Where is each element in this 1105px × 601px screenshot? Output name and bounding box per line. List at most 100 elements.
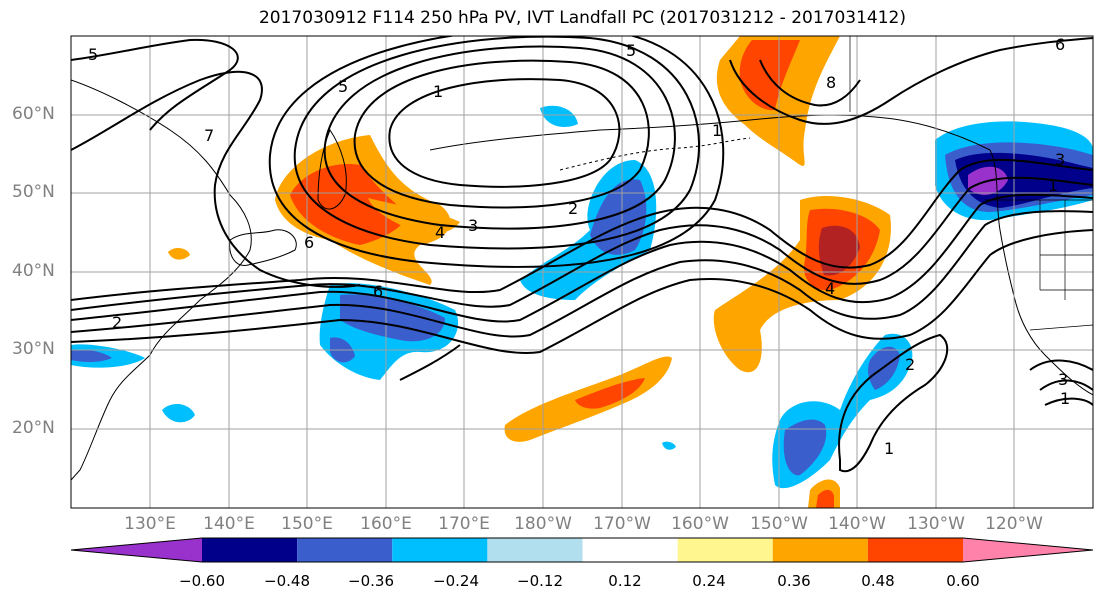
map-frame xyxy=(70,35,1094,509)
borders xyxy=(849,36,1093,331)
pv-contour-alaska-inner xyxy=(759,59,861,107)
pv-contour-south-central xyxy=(399,344,461,381)
lat-label: 50°N xyxy=(12,182,55,202)
pv-contour-ring-3 xyxy=(323,45,676,230)
colorbar-segment xyxy=(677,538,773,562)
contour-label: 1 xyxy=(712,121,722,140)
gridlines xyxy=(71,36,1093,508)
colorbar-segment xyxy=(487,538,583,562)
lon-label: 170°W xyxy=(593,514,651,534)
colorbar-tick-label: 0.48 xyxy=(861,572,895,590)
contour-label: 5 xyxy=(626,41,636,60)
contour-label: 3 xyxy=(1058,370,1068,389)
negative-anomaly-central-core xyxy=(590,179,647,255)
lon-label: 130°W xyxy=(907,514,965,534)
colorbar-extend-max xyxy=(963,538,1093,562)
colorbar-segment xyxy=(297,538,393,562)
lat-label: 30°N xyxy=(12,339,55,359)
lon-label: 130°E xyxy=(124,514,176,534)
negative-anomaly-small-blob xyxy=(162,403,195,423)
contour-label: 5 xyxy=(88,45,98,64)
lon-label: 140°W xyxy=(828,514,886,534)
colorbar-extend-min xyxy=(71,538,202,562)
lon-label: 140°E xyxy=(203,514,255,534)
lat-label: 20°N xyxy=(12,418,55,438)
alaska-coastline xyxy=(429,114,991,151)
aleutians xyxy=(559,137,751,171)
positive-anomaly-northeast-pacific-max xyxy=(818,225,860,276)
colorbar-tick-label: −0.48 xyxy=(264,572,310,590)
pv-contour-south xyxy=(71,229,1093,354)
pv-contour-wave-1 xyxy=(71,158,1093,301)
coastlines xyxy=(71,79,1093,481)
lat-label: 40°N xyxy=(12,261,55,281)
contour-label: 2 xyxy=(568,199,578,218)
colorbar-segment xyxy=(202,538,298,562)
colorbar-tick-label: −0.24 xyxy=(433,572,479,590)
contour-label: 2 xyxy=(112,313,122,332)
pv-contour-ring-1 xyxy=(388,78,621,188)
negative-anomaly-subtropical-east-core xyxy=(783,419,827,476)
lat-label: 60°N xyxy=(12,104,55,124)
lon-label: 120°W xyxy=(985,514,1043,534)
contour-label: 6 xyxy=(373,282,383,301)
pv-contour-wave-4 xyxy=(71,210,1093,338)
pv-contours xyxy=(71,36,1093,473)
positive-anomaly-small-blob xyxy=(168,248,190,260)
colorbar-tick-label: 0.24 xyxy=(692,572,726,590)
plot-title: 2017030912 F114 250 hPa PV, IVT Landfall… xyxy=(258,8,906,28)
positive-anomaly-subtropical-core xyxy=(575,378,645,409)
us-mexico-border xyxy=(1029,324,1093,331)
lon-label: 150°W xyxy=(750,514,808,534)
colorbar-segment xyxy=(867,538,963,562)
contour-label: 5 xyxy=(338,77,348,96)
pv-contour-east-cutoff xyxy=(1029,359,1093,406)
kamchatka-coastline xyxy=(317,128,347,210)
negative-anomaly-arctic xyxy=(540,105,578,127)
negative-anomaly-subtropical-east-core2 xyxy=(867,346,900,390)
pv-contour-subtropical-ring xyxy=(838,333,949,473)
negative-anomaly-west-edge-core xyxy=(71,349,112,363)
colorbar-segment xyxy=(772,538,868,562)
colorbar-tick-label: −0.12 xyxy=(517,572,563,590)
contour-label: 2 xyxy=(905,355,915,374)
contour-label: 1 xyxy=(1048,176,1058,195)
contour-label: 7 xyxy=(204,126,214,145)
positive-anomaly-alaska-core xyxy=(739,40,800,111)
contour-label: 1 xyxy=(433,82,443,101)
contour-label: 8 xyxy=(826,73,836,92)
contour-label: 1 xyxy=(1060,389,1070,408)
colorbar-tick-label: 0.36 xyxy=(777,572,811,590)
japan-coastline xyxy=(229,229,297,266)
negative-anomaly-tiny-blob xyxy=(662,441,676,450)
pv-contour-wave-3 xyxy=(71,193,1093,323)
colorbar-segment xyxy=(392,538,488,562)
pv-contour-ring-5 xyxy=(268,36,725,268)
contour-label: 6 xyxy=(1055,35,1065,54)
positive-anomaly-japan-core xyxy=(290,164,410,245)
colorbar-tick-label: 0.60 xyxy=(946,572,980,590)
contour-label: 4 xyxy=(825,279,835,298)
pv-contour-west-ring xyxy=(71,38,239,131)
contour-label: 3 xyxy=(1055,150,1065,169)
asia-coastline xyxy=(71,79,252,481)
pv-contour-ring-4 xyxy=(293,36,700,250)
pv-contour-alaska-ridge xyxy=(729,37,1093,125)
contour-label: 1 xyxy=(884,439,894,458)
colorbar-outline xyxy=(70,537,1094,563)
lon-label: 160°W xyxy=(671,514,729,534)
positive-anomaly-south-edge-core xyxy=(816,489,834,508)
colorbar-segment xyxy=(582,538,678,562)
lon-label: 160°E xyxy=(360,514,412,534)
pv-contour-west-trough xyxy=(71,70,361,288)
contour-label: 4 xyxy=(435,223,445,242)
us-states xyxy=(1039,200,1093,300)
lon-label: 180°W xyxy=(514,514,572,534)
contour-labels: 5 5 5 1 7 2 3 4 6 6 2 1 8 6 3 1 4 1 2 3 … xyxy=(88,35,1070,458)
colorbar-tick-label: −0.60 xyxy=(179,572,225,590)
pv-contour-ring-2 xyxy=(353,59,650,209)
contour-label: 3 xyxy=(468,216,478,235)
colorbar-segments xyxy=(70,537,1094,563)
